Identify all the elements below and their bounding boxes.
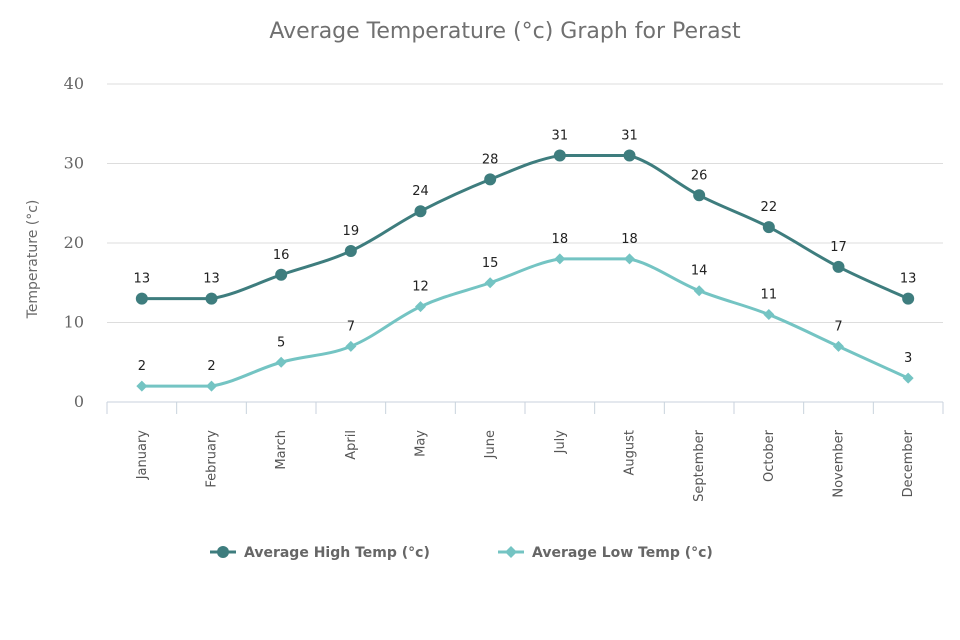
data-label: 19 — [343, 224, 360, 239]
y-tick-label: 20 — [64, 233, 84, 252]
data-label: 7 — [834, 319, 842, 334]
data-point[interactable] — [902, 372, 914, 384]
data-point[interactable] — [693, 189, 706, 202]
chart-title: Average Temperature (°c) Graph for Peras… — [269, 19, 741, 44]
x-tick-label: August — [623, 430, 638, 476]
y-axis-label: Temperature (°c) — [25, 200, 41, 320]
data-point[interactable] — [554, 253, 566, 265]
data-point[interactable] — [553, 149, 566, 162]
data-point[interactable] — [136, 380, 148, 392]
grid-layer — [107, 83, 943, 323]
data-label: 2 — [207, 359, 215, 374]
data-point[interactable] — [902, 292, 915, 305]
series-layer — [135, 149, 915, 392]
data-point[interactable] — [763, 309, 775, 321]
data-label: 24 — [412, 184, 429, 199]
data-label: 3 — [904, 351, 912, 366]
x-tick-label: June — [483, 430, 498, 459]
data-label: 17 — [830, 240, 847, 255]
y-tick-label: 10 — [64, 313, 84, 332]
data-label: 15 — [482, 256, 499, 271]
data-label: 31 — [621, 129, 638, 144]
data-label: 11 — [761, 288, 778, 303]
x-tick-label: October — [762, 429, 777, 482]
data-label: 13 — [900, 272, 917, 287]
x-tick-label: December — [901, 429, 916, 497]
data-label: 18 — [621, 232, 638, 247]
data-point[interactable] — [623, 149, 636, 162]
data-label: 22 — [761, 200, 778, 215]
data-point[interactable] — [414, 205, 427, 218]
data-point[interactable] — [275, 268, 288, 281]
data-point[interactable] — [206, 380, 217, 392]
data-point[interactable] — [484, 173, 497, 186]
x-tick-label: March — [274, 430, 289, 470]
x-tick-label: July — [553, 430, 568, 455]
data-label: 18 — [552, 232, 569, 247]
legend-marker-circle-icon — [217, 546, 229, 558]
data-label: 13 — [134, 272, 151, 287]
series-line — [141, 154, 909, 301]
data-point[interactable] — [693, 285, 705, 297]
data-point[interactable] — [833, 340, 844, 352]
y-tick-label: 30 — [64, 154, 84, 173]
data-label: 13 — [203, 272, 220, 287]
data-label: 16 — [273, 248, 290, 263]
legend[interactable]: Average High Temp (°c) Average Low Temp (… — [210, 545, 713, 561]
data-point[interactable] — [275, 356, 287, 368]
data-label: 14 — [691, 264, 708, 279]
data-point[interactable] — [345, 340, 357, 352]
data-point[interactable] — [624, 253, 635, 265]
series-line — [141, 257, 909, 388]
data-point[interactable] — [415, 301, 426, 313]
data-label: 7 — [347, 319, 355, 334]
x-tick-label: May — [414, 430, 429, 457]
data-label: 26 — [691, 168, 708, 183]
data-label: 31 — [552, 129, 569, 144]
data-point[interactable] — [135, 292, 148, 305]
legend-item-label[interactable]: Average High Temp (°c) — [244, 545, 430, 561]
x-tick-label: November — [832, 429, 847, 497]
data-point[interactable] — [832, 260, 845, 273]
y-tick-label: 40 — [64, 74, 84, 93]
x-tick-label: September — [692, 429, 707, 502]
data-label: 28 — [482, 152, 499, 167]
legend-marker-diamond-icon — [505, 546, 517, 558]
data-label: 12 — [412, 280, 429, 295]
x-tick-label: April — [344, 430, 359, 460]
data-point[interactable] — [762, 221, 775, 234]
legend-item-label[interactable]: Average Low Temp (°c) — [532, 545, 713, 561]
x-tick-label: February — [205, 430, 220, 488]
x-tick-label: January — [135, 430, 150, 481]
axis-layer: 0 10 20 30 40 January February March April May Jun… — [64, 74, 944, 502]
data-point[interactable] — [484, 277, 496, 289]
y-tick-label: 0 — [74, 392, 84, 411]
data-label: 5 — [277, 335, 285, 350]
data-point[interactable] — [344, 244, 357, 257]
data-point[interactable] — [205, 292, 218, 305]
data-label: 2 — [138, 359, 146, 374]
